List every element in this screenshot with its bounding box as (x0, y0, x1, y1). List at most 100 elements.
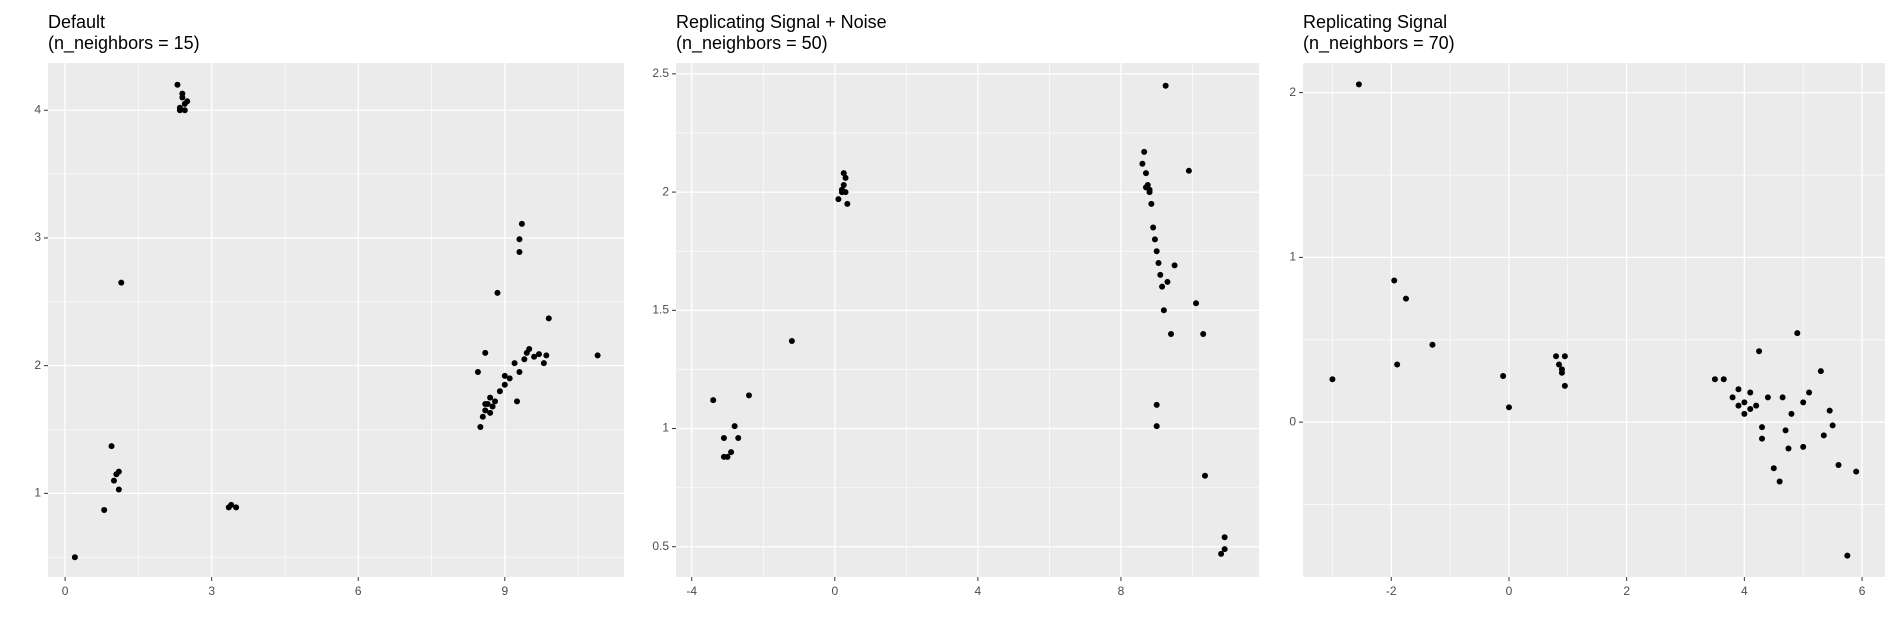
panel-subtitle: (n_neighbors = 70) (1303, 33, 1455, 54)
point (482, 407, 489, 414)
point (176, 104, 183, 111)
y-tick-label: 1 (1289, 250, 1296, 264)
point (1779, 394, 1786, 401)
point (1561, 382, 1568, 389)
panel-background (1303, 63, 1885, 577)
panel-subtitle: (n_neighbors = 15) (48, 33, 200, 54)
point (489, 403, 496, 410)
point (1735, 386, 1742, 393)
point (1201, 472, 1208, 479)
point (1200, 330, 1207, 337)
point (1553, 353, 1560, 360)
point (1756, 348, 1763, 355)
x-tick-label: 2 (1623, 584, 1630, 598)
y-tick-label: 2.5 (652, 66, 669, 80)
point (540, 360, 547, 367)
point (1826, 407, 1833, 414)
x-tick-label: 3 (208, 584, 215, 598)
x-tick-label: -2 (1386, 584, 1397, 598)
y-tick-label: 1 (34, 486, 41, 500)
point (594, 352, 601, 359)
point (181, 107, 188, 114)
y-tick-label: 3 (34, 230, 41, 244)
point (1711, 376, 1718, 383)
point (1747, 405, 1754, 412)
point (724, 453, 731, 460)
point (516, 369, 523, 376)
x-tick-label: -4 (686, 584, 697, 598)
point (1829, 422, 1836, 429)
point (1788, 410, 1795, 417)
point (494, 289, 501, 296)
point (844, 200, 851, 207)
point (1561, 353, 1568, 360)
point (233, 504, 240, 511)
point (731, 423, 738, 430)
point (1505, 404, 1512, 411)
panel-title: Replicating Signal + Noise (676, 12, 887, 32)
point (1558, 366, 1565, 373)
point (1150, 224, 1157, 231)
point (482, 400, 489, 407)
point (479, 413, 486, 420)
point (1794, 330, 1801, 337)
x-tick-label: 8 (1118, 584, 1125, 598)
panel-subtitle: (n_neighbors = 50) (676, 33, 828, 54)
point (1402, 295, 1409, 302)
point (1146, 186, 1153, 193)
point (1500, 373, 1507, 380)
point (1153, 423, 1160, 430)
point (487, 394, 494, 401)
point (526, 346, 533, 353)
point (535, 351, 542, 358)
panel-background (676, 63, 1259, 577)
y-tick-label: 2 (662, 184, 669, 198)
point (840, 181, 847, 188)
point (1355, 81, 1362, 88)
point (1160, 307, 1167, 314)
point (1735, 402, 1742, 409)
y-tick-label: 4 (34, 102, 41, 116)
point (496, 388, 503, 395)
point (1753, 402, 1760, 409)
y-tick-label: 1 (662, 421, 669, 435)
point (728, 449, 735, 456)
point (1835, 461, 1842, 468)
point (1800, 399, 1807, 406)
point (1429, 341, 1436, 348)
point (835, 196, 842, 203)
point (118, 279, 125, 286)
point (1139, 160, 1146, 167)
point (1782, 427, 1789, 434)
point (1720, 376, 1727, 383)
point (511, 360, 518, 367)
point (531, 353, 538, 360)
point (1800, 443, 1807, 450)
point (1155, 260, 1162, 267)
point (184, 98, 191, 105)
y-tick-label: 2 (34, 358, 41, 372)
point (1157, 271, 1164, 278)
x-tick-label: 4 (1741, 584, 1748, 598)
point (487, 409, 494, 416)
point (1221, 534, 1228, 541)
point (1153, 401, 1160, 408)
point (1185, 167, 1192, 174)
point (518, 220, 525, 227)
point (501, 381, 508, 388)
point (1221, 546, 1228, 553)
point (71, 554, 78, 561)
point (1741, 410, 1748, 417)
point (842, 174, 849, 181)
y-tick-label: 1.5 (652, 302, 669, 316)
x-tick-label: 0 (1506, 584, 1513, 598)
panel-background (48, 63, 624, 577)
point (516, 248, 523, 255)
point (1759, 424, 1766, 431)
x-tick-label: 0 (62, 584, 69, 598)
point (474, 369, 481, 376)
point (735, 434, 742, 441)
point (1764, 394, 1771, 401)
point (1729, 394, 1736, 401)
